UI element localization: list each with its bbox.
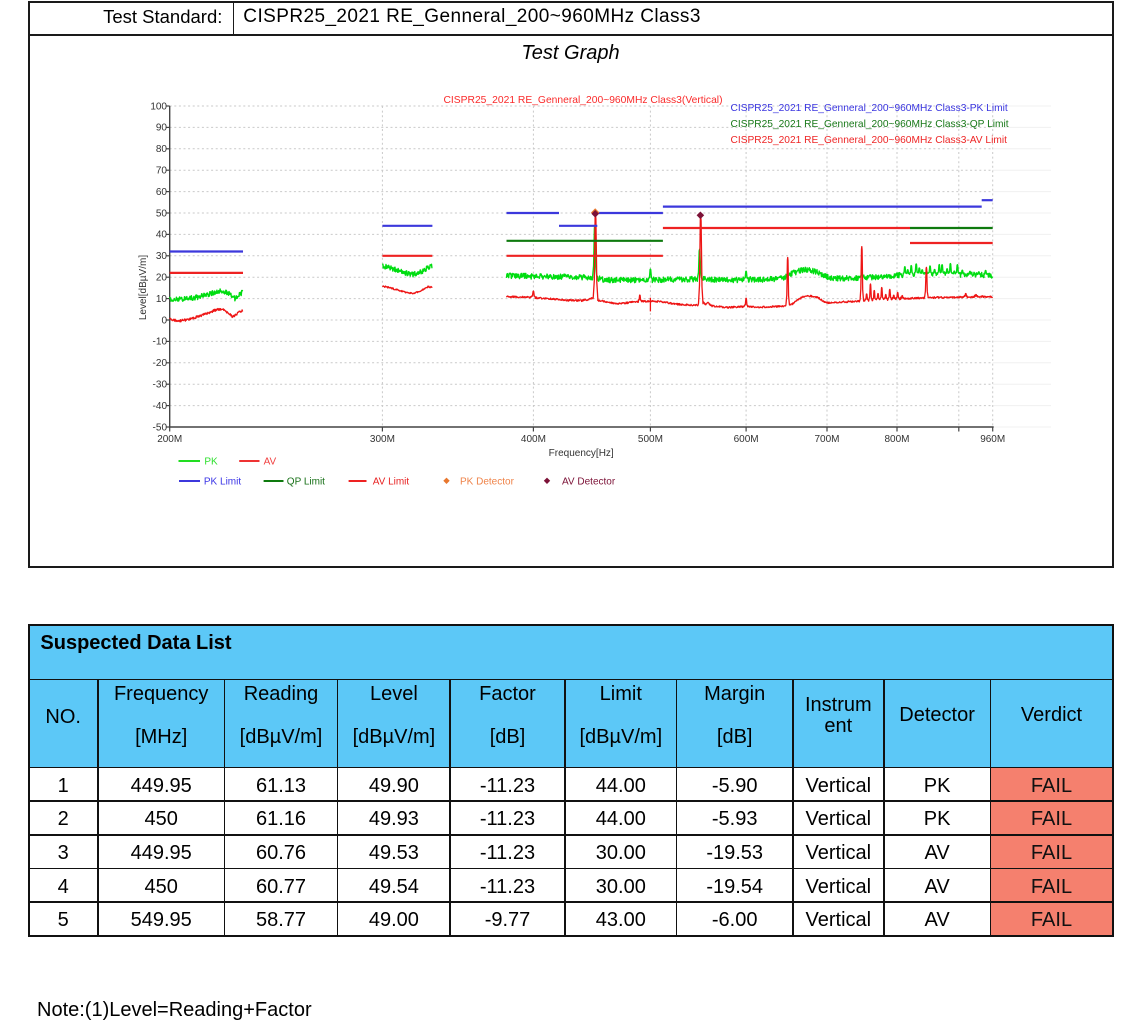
svg-text:100: 100 [150, 101, 167, 112]
svg-text:AV: AV [264, 457, 277, 468]
svg-text:30: 30 [156, 251, 168, 262]
svg-text:80: 80 [156, 144, 168, 155]
svg-text:60: 60 [156, 187, 168, 198]
svg-text:PK Detector: PK Detector [460, 477, 515, 488]
svg-text:-10: -10 [153, 337, 168, 348]
svg-text:800M: 800M [884, 434, 909, 445]
svg-text:CISPR25_2021 RE_Genneral_200~9: CISPR25_2021 RE_Genneral_200~960MHz Clas… [731, 119, 1009, 130]
svg-text:500M: 500M [638, 434, 663, 445]
svg-text:PK: PK [204, 457, 218, 468]
svg-text:300M: 300M [370, 434, 395, 445]
svg-text:0: 0 [161, 315, 167, 326]
svg-text:-20: -20 [153, 358, 168, 369]
svg-text:Level[dBµV/m]: Level[dBµV/m] [138, 255, 149, 320]
svg-text:CISPR25_2021 RE_Genneral_200~9: CISPR25_2021 RE_Genneral_200~960MHz Clas… [443, 95, 722, 106]
svg-text:90: 90 [156, 123, 168, 134]
svg-text:20: 20 [156, 273, 168, 284]
svg-text:70: 70 [156, 166, 168, 177]
svg-text:-50: -50 [153, 422, 168, 433]
svg-text:CISPR25_2021 RE_Genneral_200~9: CISPR25_2021 RE_Genneral_200~960MHz Clas… [731, 135, 1008, 146]
svg-text:QP Limit: QP Limit [287, 477, 325, 488]
svg-text:400M: 400M [521, 434, 546, 445]
svg-text:CISPR25_2021 RE_Genneral_200~9: CISPR25_2021 RE_Genneral_200~960MHz Clas… [731, 103, 1008, 114]
svg-text:AV Limit: AV Limit [373, 477, 410, 488]
svg-text:-40: -40 [153, 401, 168, 412]
svg-text:50: 50 [156, 208, 168, 219]
svg-text:Frequency[Hz]: Frequency[Hz] [549, 448, 614, 459]
svg-text:700M: 700M [814, 434, 839, 445]
svg-text:960M: 960M [980, 434, 1005, 445]
svg-text:40: 40 [156, 230, 168, 241]
svg-text:-30: -30 [153, 380, 168, 391]
svg-text:10: 10 [156, 294, 168, 305]
svg-text:600M: 600M [734, 434, 759, 445]
svg-text:PK Limit: PK Limit [204, 477, 241, 488]
svg-text:AV Detector: AV Detector [562, 477, 616, 488]
svg-text:200M: 200M [157, 434, 182, 445]
